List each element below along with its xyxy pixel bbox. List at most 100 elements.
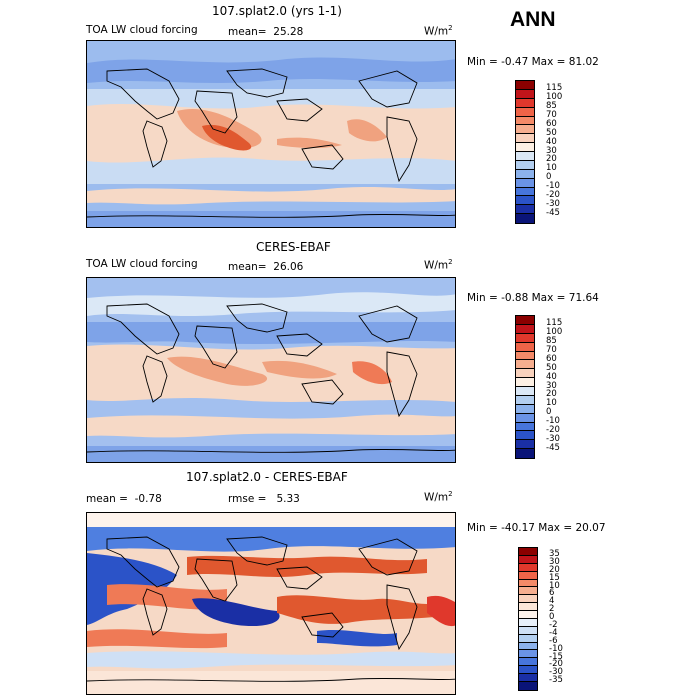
colorbar-tick-label: 10 <box>546 398 557 409</box>
colorbar-tick-label: 20 <box>549 564 560 575</box>
panel-1-mean-value: 25.28 <box>273 26 304 38</box>
panel-1-title: 107.splat2.0 (yrs 1-1) <box>212 4 342 18</box>
colorbar-swatch <box>516 324 534 334</box>
panel-3-colorbar-labels: 35 30 20 15 10 6 4 2 0 -2 -4 -6 -10 -15 -20 -30 -35 <box>549 548 563 686</box>
colorbar-swatch <box>516 422 534 432</box>
colorbar-tick-label: 115 <box>546 83 563 94</box>
panel-2-map <box>86 277 456 463</box>
colorbar-tick-label: 35 <box>549 548 560 559</box>
colorbar-tick-label: 70 <box>546 345 557 356</box>
colorbar-tick-label: -30 <box>546 433 560 444</box>
panel-2-units: W/m2 <box>424 258 453 272</box>
colorbar-tick-label: 50 <box>546 127 557 138</box>
colorbar-tick-label: -15 <box>549 651 563 662</box>
colorbar-tick-label: 2 <box>549 604 555 615</box>
colorbar-swatch <box>519 650 537 659</box>
colorbar-swatch <box>516 160 534 170</box>
colorbar-swatch <box>516 125 534 135</box>
colorbar-swatch <box>516 134 534 144</box>
panel-3-mean-value: -0.78 <box>134 493 162 505</box>
colorbar-tick-label: -45 <box>546 442 560 453</box>
colorbar-swatch <box>516 187 534 197</box>
colorbar-swatch <box>519 634 537 643</box>
panel-1-variable-label: TOA LW cloud forcing <box>86 24 198 36</box>
colorbar-tick-label: 10 <box>546 163 557 174</box>
colorbar-tick-label: -10 <box>546 416 560 427</box>
colorbar-tick-label: 40 <box>546 136 557 147</box>
colorbar-tick-label: -10 <box>546 181 560 192</box>
colorbar-tick-label: -10 <box>549 643 563 654</box>
colorbar-swatch <box>519 618 537 627</box>
panel-1-mean-label: mean= 25.28 <box>228 26 304 38</box>
colorbar-swatch <box>519 587 537 596</box>
colorbar-swatch <box>516 116 534 126</box>
colorbar-tick-label: 15 <box>549 572 560 583</box>
colorbar-tick-label: 0 <box>549 612 555 623</box>
colorbar-swatch <box>516 342 534 352</box>
colorbar-swatch <box>516 378 534 387</box>
colorbar-swatch <box>519 642 537 651</box>
colorbar-swatch <box>519 571 537 580</box>
colorbar-swatch <box>516 214 534 223</box>
colorbar-swatch <box>519 563 537 572</box>
colorbar-tick-label: -6 <box>549 635 558 646</box>
season-label: ANN <box>510 8 556 31</box>
colorbar-swatch <box>519 595 537 604</box>
colorbar-swatch <box>516 81 534 90</box>
colorbar-tick-label: -30 <box>546 198 560 209</box>
colorbar-tick-label: 40 <box>546 371 557 382</box>
colorbar-swatch <box>519 626 537 635</box>
panel-2-mean-value: 26.06 <box>273 261 304 273</box>
colorbar-swatch <box>516 143 534 152</box>
colorbar-tick-label: 100 <box>546 327 563 338</box>
colorbar-swatch <box>519 681 537 690</box>
colorbar-swatch <box>516 369 534 379</box>
colorbar-swatch <box>516 449 534 458</box>
panel-2-colorbar-labels: 115 100 85 70 60 50 40 30 20 10 0 -10 -20 -30 -45 <box>546 319 562 452</box>
colorbar-swatch <box>516 431 534 441</box>
colorbar-swatch <box>516 316 534 325</box>
panel-3-rmse-label: rmse = 5.33 <box>228 493 300 505</box>
colorbar-swatch <box>516 440 534 450</box>
colorbar-tick-label: -20 <box>546 189 560 200</box>
colorbar-swatch <box>516 395 534 405</box>
colorbar-swatch <box>516 107 534 117</box>
colorbar-tick-label: 0 <box>546 407 552 418</box>
panel-3-colorbar <box>518 547 538 691</box>
panel-2-colorbar <box>515 315 535 459</box>
panel-2-variable-label: TOA LW cloud forcing <box>86 258 198 270</box>
colorbar-swatch <box>519 555 537 564</box>
colorbar-swatch <box>519 579 537 588</box>
colorbar-tick-label: 70 <box>546 110 557 121</box>
colorbar-swatch <box>516 387 534 396</box>
colorbar-tick-label: -45 <box>546 207 560 218</box>
colorbar-tick-label: 115 <box>546 318 563 329</box>
colorbar-swatch <box>516 178 534 188</box>
panel-1-map <box>86 40 456 228</box>
colorbar-tick-label: 30 <box>549 556 560 567</box>
colorbar-swatch <box>519 674 537 682</box>
colorbar-tick-label: -35 <box>549 675 563 686</box>
colorbar-tick-label: 60 <box>546 353 557 364</box>
panel-3-title: 107.splat2.0 - CERES-EBAF <box>186 470 348 484</box>
colorbar-tick-label: 6 <box>549 588 555 599</box>
colorbar-swatch <box>519 611 537 619</box>
panel-1-colorbar <box>515 80 535 224</box>
panel-3-map <box>86 512 456 695</box>
colorbar-swatch <box>519 603 537 611</box>
panel-1-minmax: Min = -0.47 Max = 81.02 <box>467 56 599 68</box>
colorbar-swatch <box>516 196 534 206</box>
colorbar-swatch <box>516 169 534 179</box>
panel-3-field <box>87 513 455 694</box>
colorbar-tick-label: 60 <box>546 118 557 129</box>
colorbar-tick-label: 100 <box>546 92 563 103</box>
colorbar-tick-label: 30 <box>546 380 557 391</box>
colorbar-swatch <box>516 333 534 343</box>
panel-1-units: W/m2 <box>424 24 453 38</box>
colorbar-swatch <box>516 205 534 215</box>
colorbar-tick-label: 4 <box>549 596 555 607</box>
panel-2-mean-label: mean= 26.06 <box>228 261 304 273</box>
colorbar-tick-label: -20 <box>546 424 560 435</box>
colorbar-tick-label: 30 <box>546 145 557 156</box>
colorbar-swatch <box>519 658 537 667</box>
